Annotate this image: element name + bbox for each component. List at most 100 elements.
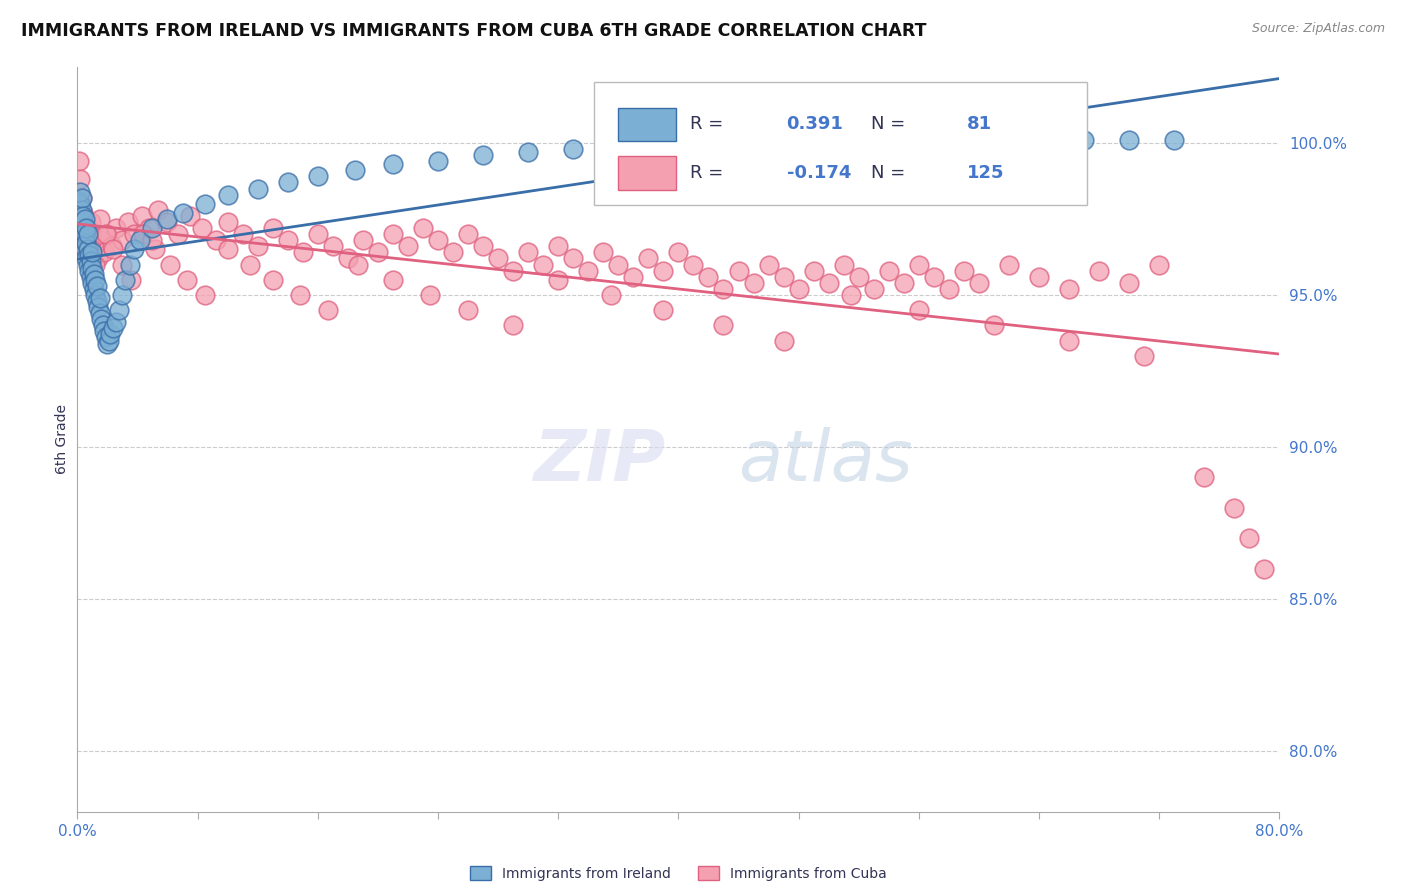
Point bbox=[592, 245, 614, 260]
Point bbox=[82, 245, 104, 260]
Point bbox=[1223, 500, 1246, 515]
Point bbox=[124, 242, 146, 256]
Point bbox=[1073, 133, 1095, 147]
Point bbox=[141, 221, 163, 235]
Point bbox=[156, 211, 179, 226]
Point bbox=[84, 258, 107, 272]
Point bbox=[547, 273, 569, 287]
Point bbox=[246, 239, 269, 253]
Point bbox=[73, 211, 96, 226]
Point bbox=[69, 196, 91, 211]
Point bbox=[848, 269, 870, 284]
Point bbox=[124, 227, 146, 241]
Point bbox=[69, 172, 91, 186]
Point bbox=[347, 258, 370, 272]
Point bbox=[70, 202, 93, 217]
Point bbox=[191, 221, 214, 235]
Point bbox=[76, 227, 98, 241]
Point bbox=[381, 157, 404, 171]
Point bbox=[72, 206, 94, 220]
Point bbox=[76, 242, 98, 256]
Point bbox=[262, 273, 284, 287]
Point bbox=[117, 215, 139, 229]
Point bbox=[87, 252, 110, 266]
Point bbox=[848, 133, 870, 147]
Point bbox=[599, 288, 621, 302]
Point bbox=[80, 269, 103, 284]
Point bbox=[1118, 133, 1140, 147]
Point bbox=[1057, 282, 1080, 296]
Point bbox=[998, 258, 1021, 272]
Point bbox=[82, 227, 104, 241]
Point bbox=[344, 163, 367, 178]
Point bbox=[246, 181, 269, 195]
Point bbox=[352, 233, 374, 247]
Point bbox=[69, 209, 91, 223]
Point bbox=[72, 221, 94, 235]
Point bbox=[637, 252, 659, 266]
Point bbox=[194, 288, 217, 302]
Point bbox=[472, 239, 495, 253]
Point bbox=[69, 221, 91, 235]
Point bbox=[562, 142, 585, 156]
Point bbox=[75, 236, 97, 251]
Point bbox=[1028, 133, 1050, 147]
Point bbox=[427, 154, 450, 169]
Point bbox=[239, 258, 262, 272]
Text: N =: N = bbox=[870, 163, 911, 182]
Point bbox=[111, 258, 134, 272]
Point bbox=[94, 227, 117, 241]
Point bbox=[93, 325, 115, 339]
Point bbox=[97, 334, 120, 348]
Point bbox=[307, 227, 329, 241]
Point bbox=[336, 252, 359, 266]
Point bbox=[105, 221, 128, 235]
Point bbox=[84, 239, 107, 253]
Point bbox=[91, 318, 114, 333]
Point bbox=[517, 145, 540, 159]
Point bbox=[381, 273, 404, 287]
Point bbox=[90, 312, 112, 326]
Point bbox=[307, 169, 329, 184]
Point bbox=[1133, 349, 1156, 363]
Point bbox=[94, 330, 117, 344]
Point bbox=[172, 206, 194, 220]
Text: 125: 125 bbox=[967, 163, 1004, 182]
Point bbox=[396, 239, 419, 253]
Point bbox=[75, 239, 97, 253]
Point bbox=[72, 209, 94, 223]
Text: atlas: atlas bbox=[738, 427, 912, 496]
Point bbox=[101, 239, 124, 253]
Text: R =: R = bbox=[690, 115, 730, 133]
Point bbox=[72, 233, 94, 247]
Point bbox=[111, 233, 134, 247]
Point bbox=[652, 303, 675, 318]
Point bbox=[67, 194, 90, 208]
Point bbox=[668, 245, 690, 260]
Point bbox=[131, 209, 153, 223]
Text: Source: ZipAtlas.com: Source: ZipAtlas.com bbox=[1251, 22, 1385, 36]
Point bbox=[76, 221, 98, 235]
Point bbox=[742, 276, 765, 290]
Point bbox=[547, 239, 569, 253]
Point bbox=[96, 336, 118, 351]
Text: ZIP: ZIP bbox=[534, 427, 666, 496]
Text: R =: R = bbox=[690, 163, 730, 182]
Point bbox=[862, 282, 884, 296]
Point bbox=[787, 282, 810, 296]
Point bbox=[1057, 334, 1080, 348]
Point bbox=[576, 263, 599, 277]
Point bbox=[176, 273, 198, 287]
Point bbox=[156, 215, 179, 229]
Point bbox=[93, 245, 115, 260]
Point bbox=[86, 278, 108, 293]
Point bbox=[367, 245, 389, 260]
Point bbox=[531, 258, 554, 272]
Point bbox=[457, 227, 479, 241]
Point bbox=[84, 288, 107, 302]
Point bbox=[713, 133, 735, 147]
Point bbox=[697, 269, 720, 284]
Point bbox=[70, 215, 93, 229]
Point bbox=[967, 276, 990, 290]
Point bbox=[103, 321, 125, 335]
